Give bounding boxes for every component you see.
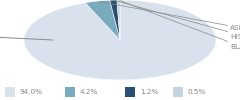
- Text: 4.2%: 4.2%: [80, 89, 98, 95]
- Text: 0.5%: 0.5%: [188, 89, 206, 95]
- Text: BLACK: BLACK: [120, 0, 240, 50]
- Wedge shape: [24, 0, 216, 80]
- Bar: [173, 87, 183, 97]
- Wedge shape: [110, 0, 120, 40]
- Text: WHITE: WHITE: [0, 32, 53, 40]
- Text: HISPANIC: HISPANIC: [115, 0, 240, 40]
- Bar: [5, 87, 15, 97]
- Wedge shape: [85, 0, 120, 40]
- Bar: [125, 87, 135, 97]
- Wedge shape: [117, 0, 120, 40]
- Text: ASIAN: ASIAN: [99, 1, 240, 31]
- Text: 94.0%: 94.0%: [20, 89, 43, 95]
- Text: 1.2%: 1.2%: [140, 89, 158, 95]
- Bar: [65, 87, 75, 97]
